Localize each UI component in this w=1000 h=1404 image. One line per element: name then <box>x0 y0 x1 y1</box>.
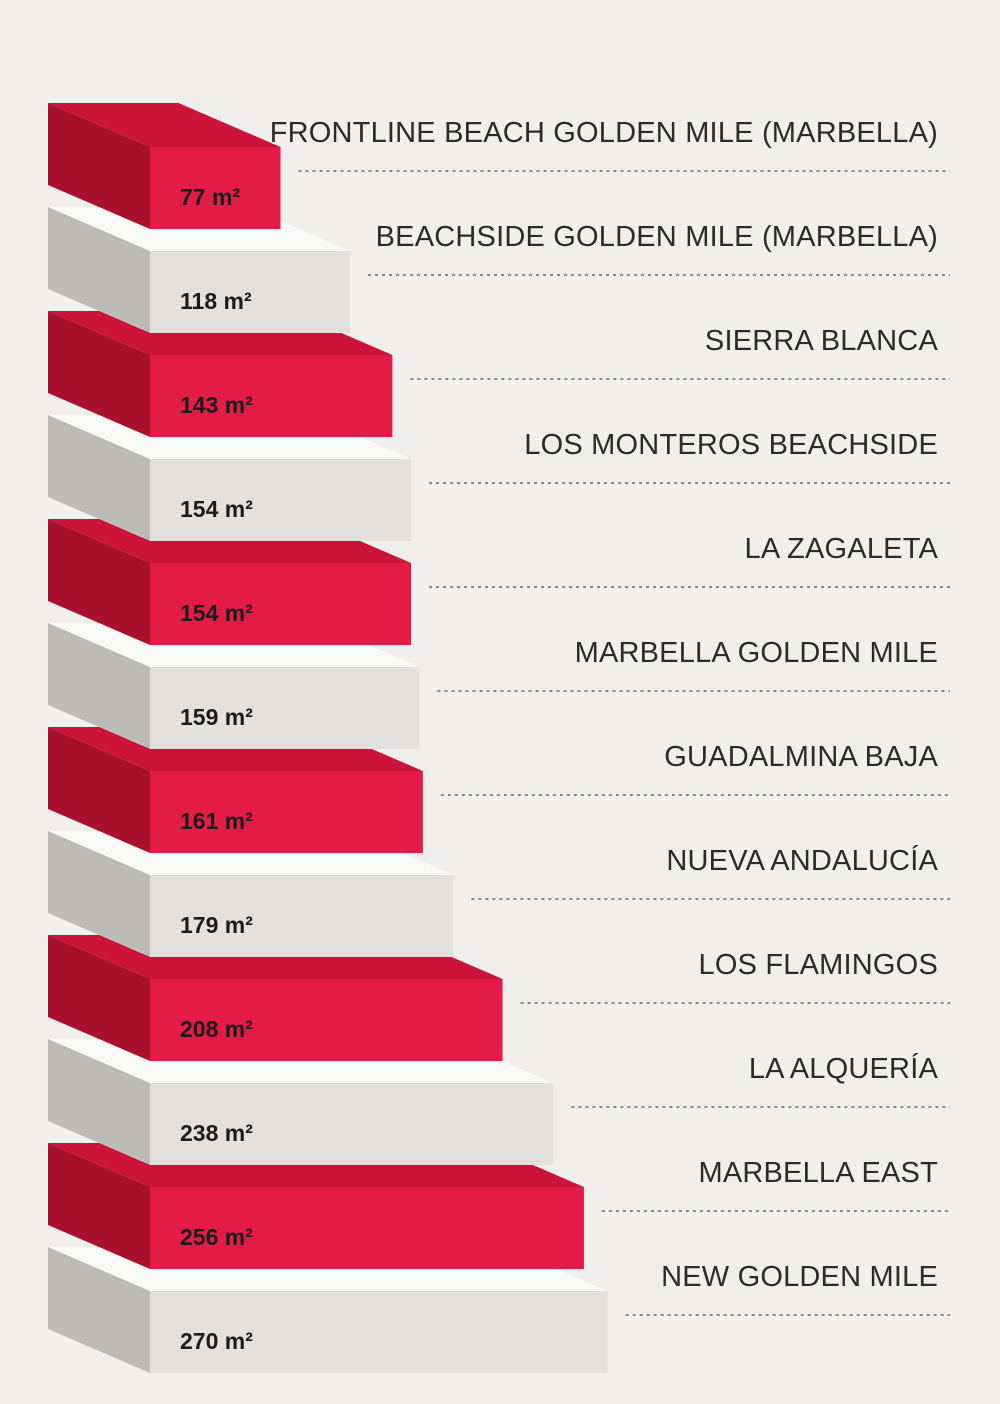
value-label: 118 m² <box>180 288 252 314</box>
bar-front-face <box>150 251 351 333</box>
category-label: MARBELLA EAST <box>698 1157 938 1189</box>
value-label: 270 m² <box>180 1328 253 1354</box>
blocks-layer: 270 m² 256 m² 238 m² 208 m² 179 m² 161 m² 159 … <box>48 103 608 1373</box>
category-label-group: SIERRA BLANCA <box>410 325 950 380</box>
category-label-group: MARBELLA EAST <box>601 1157 950 1212</box>
bar-front-face <box>150 875 454 957</box>
bar-side-face <box>48 727 150 853</box>
bar-side-face <box>48 1143 150 1269</box>
bar-front-face <box>150 1187 584 1269</box>
value-label: 77 m² <box>180 184 240 210</box>
bar-side-face <box>48 623 150 749</box>
bar-side-face <box>48 1247 150 1373</box>
bar-side-face <box>48 519 150 645</box>
value-label: 208 m² <box>180 1016 253 1042</box>
bar-front-face <box>150 979 503 1061</box>
value-label: 154 m² <box>180 600 253 626</box>
value-label: 238 m² <box>180 1120 253 1146</box>
category-label: NEW GOLDEN MILE <box>661 1261 938 1293</box>
category-label: LA ZAGALETA <box>745 533 939 565</box>
value-label: 154 m² <box>180 496 253 522</box>
bar-side-face <box>48 103 150 229</box>
bar-top-face <box>48 103 281 147</box>
bar-front-face <box>150 667 420 749</box>
bar-side-face <box>48 935 150 1061</box>
category-label: NUEVA ANDALUCÍA <box>666 844 938 877</box>
category-label-group: BEACHSIDE GOLDEN MILE (MARBELLA) <box>368 221 950 276</box>
category-label: LOS FLAMINGOS <box>699 949 939 981</box>
value-label: 143 m² <box>180 392 253 418</box>
bar-front-face <box>150 355 393 437</box>
bar-front-face <box>150 147 281 229</box>
category-label-group: LOS MONTEROS BEACHSIDE <box>429 429 950 484</box>
bar-block: 77 m² <box>48 103 281 229</box>
bar-front-face <box>150 459 412 541</box>
category-label-group: MARBELLA GOLDEN MILE <box>437 637 950 692</box>
bar-side-face <box>48 311 150 437</box>
bar-side-face <box>48 831 150 957</box>
category-label-group: LA ALQUERÍA <box>571 1052 950 1108</box>
category-label: LOS MONTEROS BEACHSIDE <box>524 429 938 461</box>
category-label-group: GUADALMINA BAJA <box>440 741 950 796</box>
value-label: 179 m² <box>180 912 253 938</box>
value-label: 161 m² <box>180 808 253 834</box>
category-label-group: NUEVA ANDALUCÍA <box>471 844 950 900</box>
bar-front-face <box>150 1291 608 1373</box>
category-label-group: NEW GOLDEN MILE <box>625 1261 950 1316</box>
bar-side-face <box>48 207 150 333</box>
category-label: MARBELLA GOLDEN MILE <box>575 637 938 669</box>
bar-front-face <box>150 1083 554 1165</box>
bar-front-face <box>150 771 423 853</box>
labels-layer: NEW GOLDEN MILE MARBELLA EAST LA ALQUERÍA L… <box>270 117 950 1316</box>
value-label: 159 m² <box>180 704 253 730</box>
category-label-group: LOS FLAMINGOS <box>520 949 950 1004</box>
category-label-group: LA ZAGALETA <box>429 533 950 588</box>
category-label: GUADALMINA BAJA <box>664 741 938 773</box>
value-label: 256 m² <box>180 1224 253 1250</box>
category-label: BEACHSIDE GOLDEN MILE (MARBELLA) <box>376 221 938 253</box>
category-label: FRONTLINE BEACH GOLDEN MILE (MARBELLA) <box>270 117 938 149</box>
bar-front-face <box>150 563 412 645</box>
bar-side-face <box>48 415 150 541</box>
category-label: SIERRA BLANCA <box>705 325 939 357</box>
category-label: LA ALQUERÍA <box>749 1052 939 1085</box>
category-label-group: FRONTLINE BEACH GOLDEN MILE (MARBELLA) <box>270 117 950 172</box>
bar-side-face <box>48 1039 150 1165</box>
